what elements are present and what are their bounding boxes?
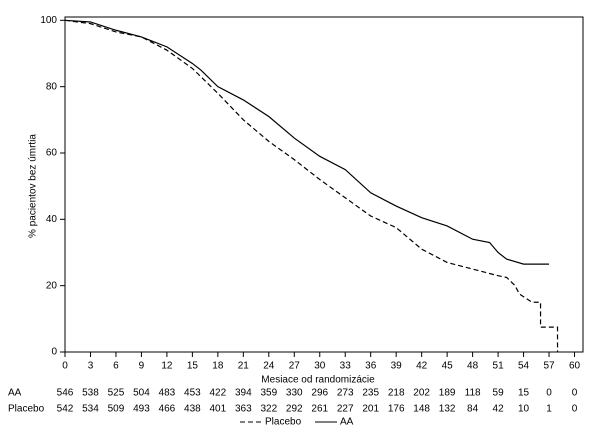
- risk-row-label: Placebo: [8, 404, 45, 415]
- x-tick-label: 30: [314, 361, 326, 372]
- risk-count: 493: [133, 404, 150, 415]
- x-tick-label: 39: [391, 361, 403, 372]
- risk-count: 483: [159, 388, 176, 399]
- x-tick-label: 21: [238, 361, 250, 372]
- x-tick-label: 57: [543, 361, 555, 372]
- survival-line: [64, 19, 559, 352]
- x-tick-label: 15: [187, 361, 199, 372]
- risk-count: 148: [413, 404, 430, 415]
- plot-frame: [64, 16, 584, 353]
- risk-count: 176: [388, 404, 405, 415]
- risk-count: 132: [439, 404, 456, 415]
- risk-count: 0: [572, 388, 578, 399]
- risk-count: 261: [311, 404, 328, 415]
- x-tick-label: 45: [442, 361, 454, 372]
- x-tick-label: 42: [416, 361, 428, 372]
- risk-count: 42: [493, 404, 505, 415]
- x-tick-label: 0: [62, 361, 68, 372]
- x-tick-label: 51: [493, 361, 505, 372]
- x-tick-label: 6: [113, 361, 119, 372]
- y-axis-label: % pacientov bez úmrtia: [28, 134, 39, 238]
- x-axis-label: Mesiace od randomizácie: [261, 375, 375, 386]
- risk-count: 422: [210, 388, 227, 399]
- legend-label: AA: [340, 417, 354, 428]
- risk-count: 359: [260, 388, 277, 399]
- legend-label: Placebo: [265, 417, 302, 428]
- risk-count: 438: [184, 404, 201, 415]
- survival-line: [64, 19, 550, 265]
- x-tick-label: 27: [289, 361, 301, 372]
- risk-count: 201: [362, 404, 379, 415]
- risk-count: 235: [362, 388, 379, 399]
- risk-count: 118: [465, 388, 481, 399]
- risk-count: 504: [133, 388, 150, 399]
- risk-count: 542: [57, 404, 74, 415]
- risk-count: 0: [572, 404, 578, 415]
- y-tick-label: 80: [46, 81, 58, 92]
- y-tick-label: 0: [51, 347, 57, 358]
- risk-count: 538: [82, 388, 99, 399]
- x-tick-label: 3: [88, 361, 94, 372]
- x-tick-label: 33: [340, 361, 352, 372]
- risk-count: 509: [108, 404, 125, 415]
- risk-count: 10: [518, 404, 530, 415]
- risk-count: 84: [467, 404, 479, 415]
- risk-count: 401: [210, 404, 227, 415]
- risk-count: 218: [388, 388, 405, 399]
- risk-count: 15: [518, 388, 530, 399]
- x-tick-label: 54: [518, 361, 530, 372]
- risk-count: 394: [235, 388, 252, 399]
- risk-count: 273: [337, 388, 354, 399]
- risk-count: 296: [311, 388, 328, 399]
- x-tick-label: 36: [365, 361, 377, 372]
- x-tick-label: 24: [263, 361, 275, 372]
- y-tick-label: 100: [40, 15, 57, 26]
- risk-count: 546: [57, 388, 74, 399]
- x-tick-label: 9: [139, 361, 145, 372]
- risk-count: 227: [337, 404, 354, 415]
- risk-count: 202: [413, 388, 430, 399]
- x-tick-label: 18: [212, 361, 224, 372]
- risk-count: 0: [546, 388, 552, 399]
- x-tick-label: 48: [467, 361, 479, 372]
- risk-count: 363: [235, 404, 252, 415]
- risk-count: 292: [286, 404, 303, 415]
- risk-count: 1: [546, 404, 552, 415]
- risk-row-label: AA: [8, 388, 22, 399]
- y-tick-label: 60: [46, 148, 58, 159]
- risk-count: 330: [286, 388, 303, 399]
- risk-count: 453: [184, 388, 201, 399]
- risk-count: 59: [493, 388, 505, 399]
- x-tick-label: 60: [569, 361, 581, 372]
- risk-count: 322: [260, 404, 277, 415]
- risk-count: 525: [108, 388, 125, 399]
- risk-count: 189: [439, 388, 456, 399]
- x-tick-label: 12: [161, 361, 173, 372]
- risk-count: 534: [82, 404, 99, 415]
- risk-count: 466: [159, 404, 176, 415]
- y-tick-label: 20: [46, 280, 58, 291]
- y-tick-label: 40: [46, 214, 58, 225]
